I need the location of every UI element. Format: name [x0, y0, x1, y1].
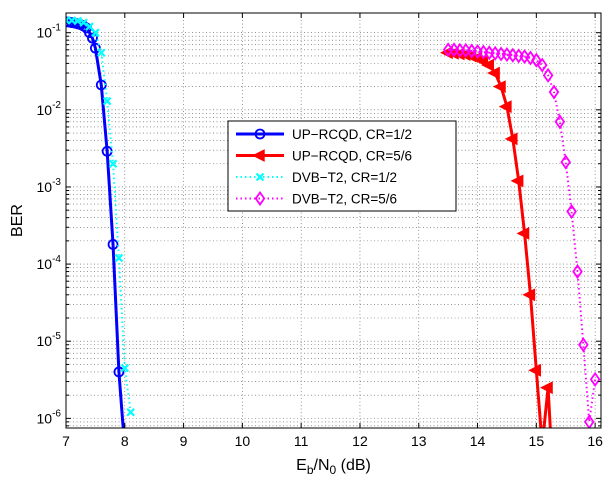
series-2-point	[528, 363, 542, 377]
x-tick-label: 15	[529, 433, 545, 449]
y-tick-label-base: 10	[37, 333, 53, 349]
y-tick-label: 10-4	[37, 254, 62, 272]
series-4-point	[536, 57, 548, 73]
y-tick-label-base: 10	[37, 410, 53, 426]
series-3-point	[96, 48, 106, 57]
series-2-point	[492, 80, 506, 94]
series-2-point	[504, 132, 518, 146]
legend-label: UP−RCQD, CR=5/6	[292, 149, 412, 164]
x-tick-label: 11	[294, 433, 309, 449]
series-3-point	[126, 407, 135, 417]
y-tick-label-exponent: -3	[52, 177, 61, 188]
series-4-point	[589, 371, 601, 387]
series-3-point	[102, 96, 112, 106]
series-4-line	[448, 48, 597, 423]
y-tick-label-exponent: -6	[52, 408, 61, 419]
series-3-point	[79, 18, 88, 27]
plot-frame	[65, 12, 602, 429]
series-2-point	[516, 226, 530, 240]
series-4-point	[542, 67, 554, 83]
legend-box	[227, 120, 457, 212]
series-4-point	[554, 114, 566, 130]
series-3-point	[85, 22, 94, 31]
x-tick-label: 12	[352, 433, 368, 449]
series-3-point	[91, 28, 100, 37]
x-axis-label-sub1: b	[307, 463, 314, 477]
x-axis-label-mid: /N	[314, 457, 330, 474]
legend-label: UP−RCQD, CR=1/2	[292, 127, 412, 142]
series-2-point	[539, 381, 553, 395]
legend-marker	[255, 172, 265, 182]
series-4-point	[519, 49, 530, 65]
series-3-point	[114, 253, 124, 263]
y-axis-label: BER	[9, 204, 26, 237]
series-4-point	[548, 84, 560, 100]
legend: UP−RCQD, CR=1/2 UP−RCQD, CR=5/6 DVB−T2, CR…	[227, 120, 457, 212]
grid	[66, 13, 601, 428]
series-3-point	[120, 363, 130, 373]
x-tick-label: 14	[470, 433, 486, 449]
series-4	[442, 42, 601, 428]
series-2-point	[498, 100, 512, 114]
series-4-point	[578, 337, 589, 353]
legend-entry-3: DVB−T2, CR=1/2	[236, 170, 397, 185]
legend-marker	[251, 149, 265, 162]
y-tick-label: 10-1	[37, 23, 62, 41]
y-tick-label: 10-2	[37, 100, 62, 118]
y-tick-label: 10-6	[37, 408, 62, 426]
y-tick-label-exponent: -1	[52, 23, 61, 34]
legend-label: DVB−T2, CR=1/2	[292, 170, 397, 185]
x-axis-label-main: E	[296, 457, 307, 474]
series-1	[66, 16, 125, 428]
y-tick-label-exponent: -4	[52, 254, 61, 265]
x-tick-label: 10	[235, 433, 251, 449]
legend-marker	[254, 128, 266, 140]
legend-label: DVB−T2, CR=5/6	[292, 192, 397, 207]
y-tick-label-exponent: -2	[52, 100, 61, 111]
series-4-point	[566, 203, 577, 220]
series-2-point	[510, 174, 524, 188]
series-2-line	[447, 51, 552, 428]
series-4-point	[531, 52, 542, 68]
x-axis-label-sub2: 0	[330, 463, 337, 477]
y-tick-label: 10-3	[37, 177, 62, 195]
series-2-point	[481, 58, 494, 72]
series-1-line	[66, 20, 125, 428]
x-axis-label-tail: (dB)	[336, 457, 371, 474]
series-2-point	[487, 66, 500, 80]
series-1-point	[113, 366, 125, 378]
y-tick-label-base: 10	[37, 179, 53, 195]
legend-entry-1: UP−RCQD, CR=1/2	[236, 127, 412, 142]
x-tick-label: 7	[62, 433, 70, 449]
legend-entry-4: DVB−T2, CR=5/6	[236, 190, 397, 207]
x-tick-label: 9	[180, 433, 188, 449]
series-1-point	[107, 239, 119, 250]
series-2-point	[522, 288, 536, 302]
x-tick-label: 16	[587, 433, 603, 449]
series-3-point	[73, 16, 83, 26]
series-3-point	[108, 159, 118, 169]
legend-entry-2: UP−RCQD, CR=5/6	[236, 149, 412, 164]
y-tick-label-base: 10	[37, 102, 53, 118]
series-4-point	[583, 414, 595, 428]
legend-marker	[254, 190, 266, 207]
x-tick-label: 8	[121, 433, 129, 449]
axis-ticks: 7 8 9 10 11 12 13 14 15 1610-610-510-410-310-210-…	[37, 13, 603, 449]
x-axis-label: Eb/N0 (dB)	[296, 457, 371, 477]
series-3	[66, 15, 135, 417]
series-4-point	[525, 50, 536, 66]
series-2	[440, 46, 553, 428]
x-tick-label: 13	[411, 433, 427, 449]
y-tick-label: 10-5	[37, 331, 62, 349]
series-4-point	[572, 263, 583, 280]
y-tick-label-base: 10	[37, 256, 53, 272]
series-1-point	[87, 32, 98, 44]
series-4-point	[560, 154, 572, 170]
y-tick-label-base: 10	[37, 25, 53, 41]
series-layer	[66, 15, 601, 428]
y-tick-label-exponent: -5	[52, 331, 61, 342]
